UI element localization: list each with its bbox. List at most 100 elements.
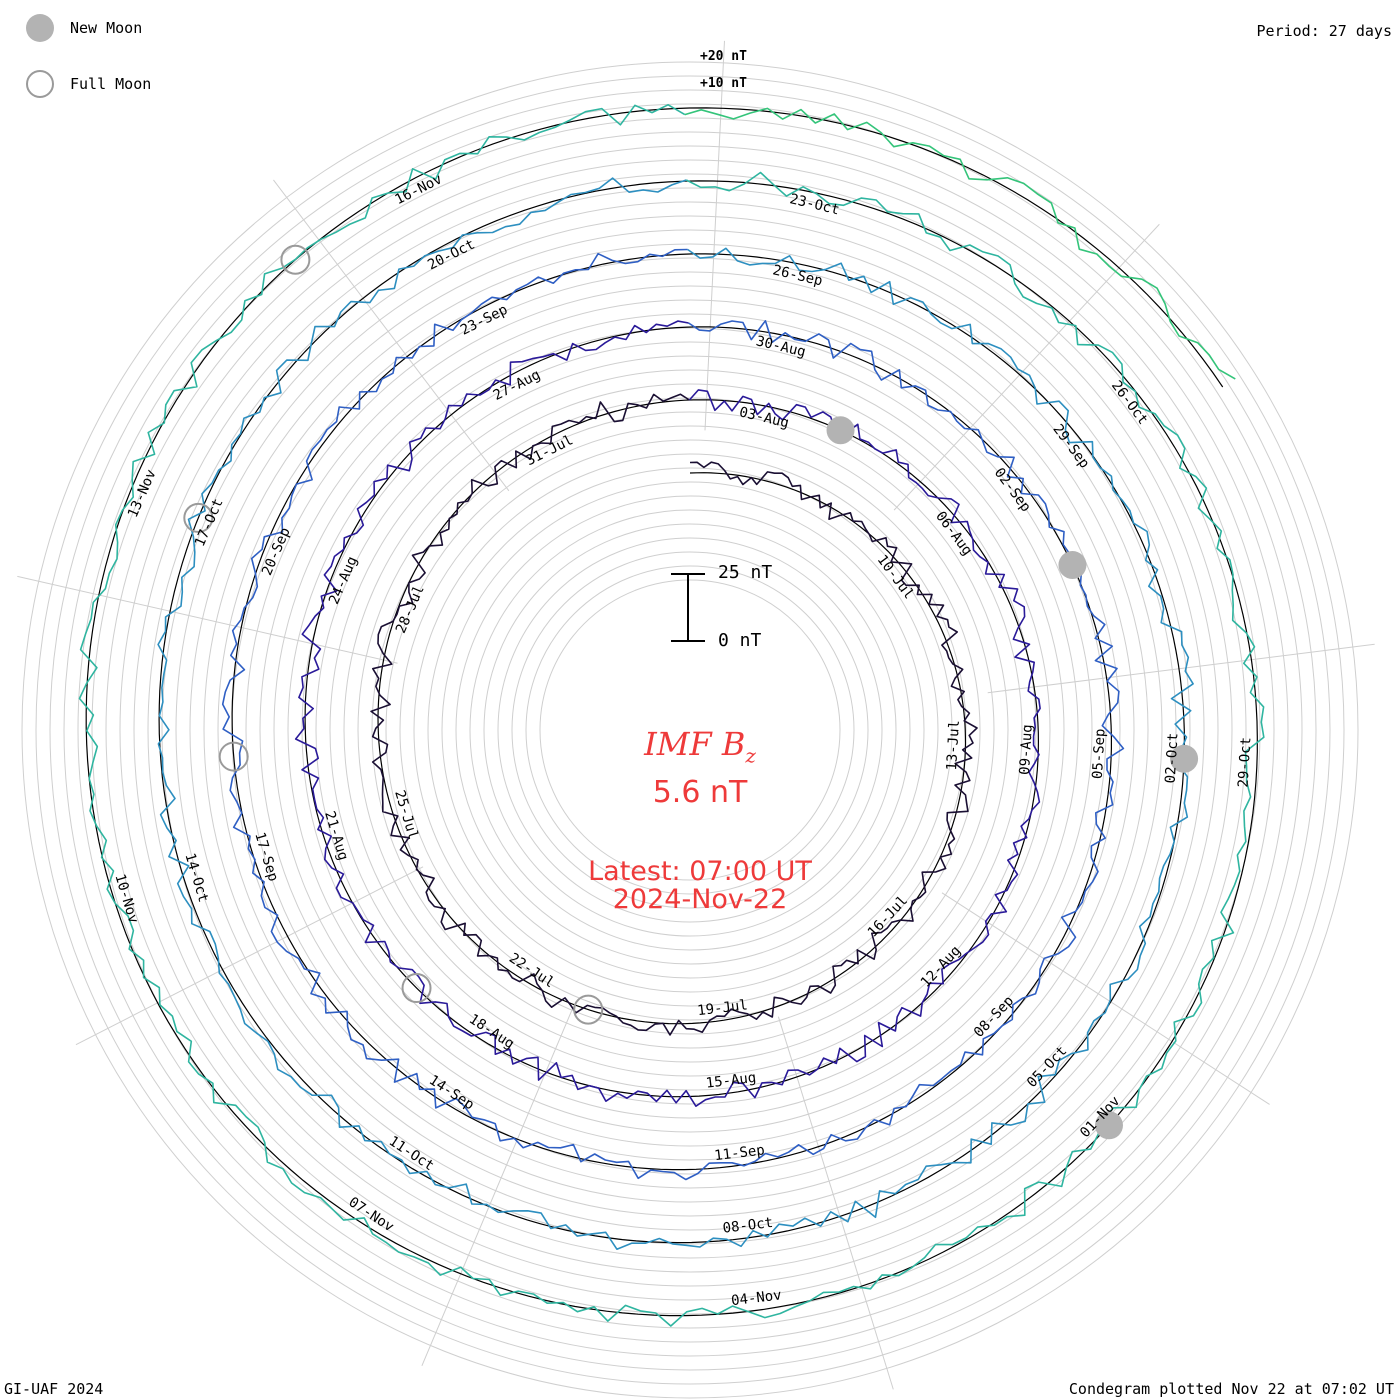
scale-bar	[671, 573, 705, 642]
legend-new-moon: New Moon	[26, 14, 142, 42]
grid-ring	[35, 75, 1345, 1385]
grid-ring	[133, 173, 1247, 1287]
latest-time: Latest: 07:00 UT 2024-Nov-22	[0, 858, 1400, 914]
grid-spoke	[75, 866, 424, 1046]
moon-markers	[183, 244, 1199, 1140]
plotted-timestamp: Condegram plotted Nov 22 at 07:02 UT	[1068, 1380, 1394, 1398]
legend-full-moon-label: Full Moon	[70, 75, 152, 93]
trace-turn-6	[684, 107, 1236, 380]
full-moon-marker	[183, 502, 214, 533]
trace-turn-3	[221, 248, 1125, 1181]
full-moon-marker	[573, 994, 604, 1025]
date-label: 24-Aug	[326, 554, 361, 607]
grid-ring	[189, 229, 1191, 1231]
date-label: 11-Sep	[713, 1142, 765, 1164]
date-label: 29-Oct	[1236, 737, 1255, 788]
date-label: 05-Sep	[1090, 728, 1109, 779]
date-label: 02-Oct	[1163, 732, 1182, 783]
trace-turn-4	[157, 177, 1194, 1250]
variable-title: IMF Bz	[0, 725, 1400, 767]
grid-spoke	[704, 40, 725, 431]
grid-ring	[343, 383, 1037, 1077]
date-label: 30-Aug	[754, 333, 807, 360]
grid-ring	[399, 439, 981, 1021]
grid-spoke	[893, 223, 1160, 511]
grid-ring	[357, 397, 1023, 1063]
date-label: 13-Jul	[944, 720, 963, 771]
grid-ring	[483, 523, 897, 937]
imf-trace	[78, 104, 1265, 1327]
full-moon-marker	[401, 973, 432, 1004]
date-label: 15-Aug	[705, 1070, 757, 1092]
current-value: 5.6 nT	[652, 775, 748, 810]
grid-ring	[371, 411, 1009, 1049]
grid-ring	[147, 187, 1233, 1273]
grid-ring	[497, 537, 883, 923]
full-moon-marker	[280, 244, 311, 275]
grid-ring	[469, 509, 911, 951]
grid-ring	[427, 467, 953, 993]
variable-name: IMF B	[644, 725, 746, 763]
grid-ring	[91, 131, 1289, 1329]
grid-ring	[413, 453, 967, 1007]
grid-ring	[287, 327, 1093, 1133]
grid-ring	[245, 285, 1135, 1175]
grid-spoke	[987, 643, 1375, 694]
grid-ring	[539, 579, 841, 881]
grid-ring	[217, 257, 1163, 1203]
grid-ring	[49, 89, 1331, 1371]
full-moon-marker	[218, 741, 249, 772]
date-label: 19-Jul	[696, 997, 748, 1019]
grid-ring	[455, 495, 925, 965]
grid-spoke	[421, 1006, 574, 1366]
grid-ring	[63, 103, 1317, 1357]
grid-ring	[203, 243, 1177, 1217]
grid-spoke	[941, 892, 1270, 1105]
grid-ring	[441, 481, 939, 979]
grid-ring	[315, 355, 1065, 1105]
latest-line-1: Latest: 07:00 UT	[588, 856, 812, 887]
ring-label-20: +20 nT	[700, 49, 747, 64]
full-moon-icon	[26, 70, 54, 98]
grid-ring	[329, 369, 1051, 1091]
grid-ring	[385, 425, 995, 1035]
grid-spoke	[777, 1016, 894, 1390]
trace-turn-1	[370, 393, 978, 1036]
legend-full-moon: Full Moon	[26, 70, 151, 98]
date-label: 23-Oct	[788, 191, 841, 218]
grid-ring	[525, 565, 855, 895]
date-label: 20-Sep	[259, 525, 294, 578]
date-label: 08-Oct	[722, 1215, 774, 1237]
date-label: 31-Jul	[524, 432, 576, 469]
baseline-spiral	[85, 107, 1258, 1317]
grid-ring	[175, 215, 1205, 1245]
grid-ring	[259, 299, 1121, 1161]
new-moon-icon	[26, 14, 54, 42]
grid-ring	[511, 551, 869, 909]
new-moon-marker	[826, 416, 855, 445]
date-label: 13-Nov	[125, 467, 160, 520]
new-moon-marker	[1058, 551, 1087, 580]
grid-spokes	[17, 40, 1375, 1390]
grid-ring	[161, 201, 1219, 1259]
variable-subscript: z	[745, 743, 756, 768]
trace-turn-5	[78, 104, 1265, 1327]
ring-label-10: +10 nT	[700, 76, 747, 91]
grid-ring	[77, 117, 1303, 1343]
scale-top-label: 25 nT	[718, 562, 773, 583]
zero-baseline	[85, 107, 1258, 1317]
latest-line-2: 2024-Nov-22	[612, 884, 788, 915]
grid-spoke	[273, 179, 510, 492]
date-label: 09-Aug	[1017, 724, 1036, 775]
date-label: 04-Nov	[730, 1287, 782, 1309]
new-moon-marker	[1094, 1111, 1123, 1140]
grid-ring	[21, 61, 1359, 1399]
grid-ring	[105, 145, 1275, 1315]
credit-label: GI-UAF 2024	[4, 1380, 104, 1398]
period-label: Period: 27 days	[1256, 22, 1392, 40]
legend-new-moon-label: New Moon	[70, 19, 143, 37]
scale-bottom-label: 0 nT	[718, 630, 762, 651]
new-moon-marker	[1170, 744, 1199, 773]
grid-spoke	[17, 575, 398, 664]
